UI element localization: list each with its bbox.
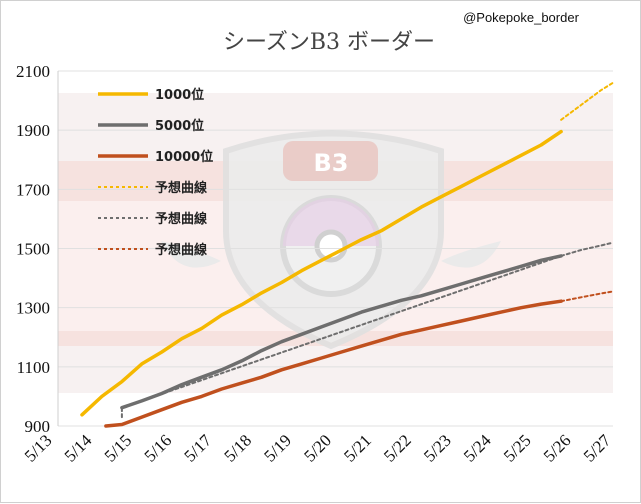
credit-label: @Pokepoke_border <box>463 10 579 25</box>
series-line-2 <box>104 299 563 428</box>
y-tick-label: 1900 <box>16 121 50 140</box>
series-line-3 <box>560 81 614 121</box>
legend-label-5: 予想曲線 <box>155 242 208 258</box>
series-line-5 <box>560 290 614 303</box>
legend-label-2: 10000位 <box>155 149 213 165</box>
emblem-wing-right <box>441 241 501 268</box>
x-tick-label: 5/20 <box>300 431 335 466</box>
x-tick-label: 5/14 <box>61 430 96 465</box>
x-tick-label: 5/16 <box>141 431 176 466</box>
y-tick-label: 1500 <box>16 240 50 259</box>
emblem-plate <box>283 141 378 181</box>
legend-label-3: 予想曲線 <box>155 180 208 196</box>
series-line-1 <box>120 254 563 410</box>
background-decoration: B3 <box>58 93 613 393</box>
y-tick-label: 1300 <box>16 299 50 318</box>
x-tick-label: 5/19 <box>260 431 295 466</box>
legend-label-4: 予想曲線 <box>155 211 208 227</box>
x-tick-label: 5/18 <box>220 431 255 466</box>
y-tick-label: 900 <box>25 417 51 436</box>
gridlines <box>58 70 613 427</box>
emblem-ball-top <box>283 198 379 246</box>
y-tick-label: 2100 <box>16 62 50 81</box>
legend-label-0: 1000位 <box>155 87 204 103</box>
emblem-text: B3 <box>314 149 349 177</box>
x-tick-label: 5/23 <box>420 431 455 466</box>
emblem-wing-left <box>161 241 221 268</box>
x-tick-label: 5/17 <box>180 430 215 465</box>
legend-label-1: 5000位 <box>155 118 204 134</box>
chart-title: シーズンB3 ボーダー <box>223 30 435 55</box>
x-tick-label: 5/15 <box>101 431 136 466</box>
x-tick-label: 5/21 <box>340 431 375 466</box>
x-tick-label: 5/22 <box>380 431 415 466</box>
series-line-4 <box>120 241 614 419</box>
series-line-0 <box>80 129 563 417</box>
y-tick-label: 1100 <box>17 358 50 377</box>
series-lines <box>80 81 614 428</box>
y-tick-label: 1700 <box>16 180 50 199</box>
x-tick-label: 5/27 <box>580 430 615 465</box>
x-tick-label: 5/25 <box>500 431 535 466</box>
x-tick-label: 5/26 <box>540 431 575 466</box>
x-tick-label: 5/24 <box>460 430 495 465</box>
